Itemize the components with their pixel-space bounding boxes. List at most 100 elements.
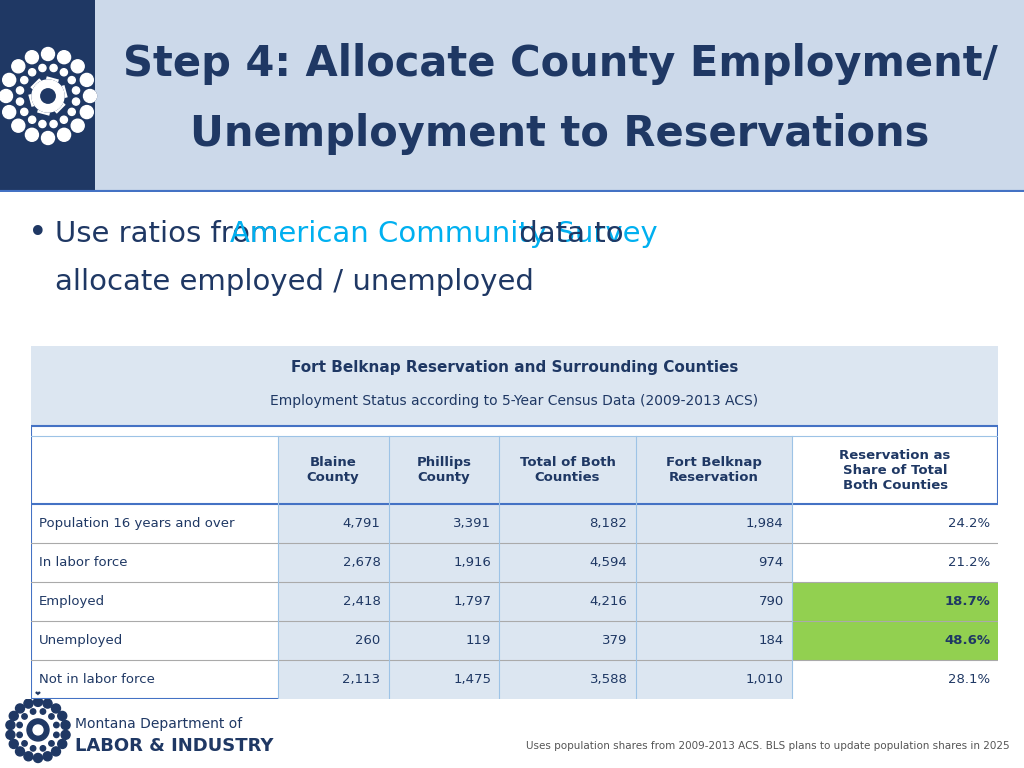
Bar [388,660,500,699]
Text: Blaine
County: Blaine County [307,456,359,484]
Text: Fort Belknap
Reservation: Fort Belknap Reservation [666,456,762,484]
Circle shape [42,131,54,144]
Circle shape [57,51,71,64]
Circle shape [57,711,67,720]
Bar [636,436,792,504]
Text: Employment Status according to 5-Year Census Data (2009-2013 ACS): Employment Status according to 5-Year Ce… [270,394,759,408]
Circle shape [72,60,84,73]
Circle shape [42,131,54,144]
Circle shape [57,740,67,749]
Bar [278,660,388,699]
Circle shape [41,89,55,103]
Circle shape [32,80,63,112]
Bar [388,621,500,660]
Circle shape [75,113,84,121]
Circle shape [31,709,36,714]
Circle shape [20,77,28,84]
Bar [792,582,998,621]
Circle shape [51,747,60,756]
Text: 1,010: 1,010 [745,673,783,686]
Circle shape [43,699,52,708]
Bar [792,660,998,699]
Bar [278,543,388,582]
Circle shape [49,740,54,746]
Text: 2,418: 2,418 [343,595,381,608]
Bar [500,621,636,660]
Bar [278,621,388,660]
Text: 21.2%: 21.2% [948,556,990,569]
Circle shape [40,88,56,104]
Circle shape [12,60,25,73]
Circle shape [80,74,93,87]
Text: 790: 790 [759,595,783,608]
Circle shape [53,722,59,728]
Circle shape [24,752,33,761]
Circle shape [72,119,84,132]
Text: LABOR & INDUSTRY: LABOR & INDUSTRY [75,737,273,755]
Circle shape [50,121,57,127]
Circle shape [69,77,76,84]
Circle shape [12,113,20,121]
Bar [0,0,95,192]
Text: Population 16 years and over: Population 16 years and over [39,517,234,530]
Circle shape [60,68,68,76]
Text: Montana Department of: Montana Department of [75,717,243,731]
Bar [636,621,792,660]
Text: In labor force: In labor force [39,556,127,569]
Circle shape [42,48,54,61]
Text: Step 4: Allocate County Employment/: Step 4: Allocate County Employment/ [123,43,997,85]
Text: Employed: Employed [39,595,104,608]
Text: 119: 119 [466,634,492,647]
Text: 1,916: 1,916 [454,556,492,569]
Bar [500,504,636,543]
Circle shape [16,98,24,105]
Bar [636,543,792,582]
Circle shape [73,87,80,94]
Circle shape [17,722,23,728]
Circle shape [65,61,73,69]
Circle shape [51,704,60,713]
Text: 1,475: 1,475 [454,673,492,686]
Text: 4,216: 4,216 [590,595,628,608]
Text: 18.7%: 18.7% [944,595,990,608]
Circle shape [65,123,73,131]
Circle shape [6,730,15,740]
Circle shape [51,129,59,137]
Text: Not in labor force: Not in labor force [39,673,155,686]
Circle shape [26,128,39,141]
Circle shape [40,709,46,714]
Circle shape [17,732,23,737]
Circle shape [0,90,12,102]
Circle shape [3,105,15,118]
Bar [500,543,636,582]
Bar [636,660,792,699]
Text: 1,984: 1,984 [745,517,783,530]
Circle shape [24,699,33,708]
Text: 28.1%: 28.1% [948,673,990,686]
Text: 2,113: 2,113 [342,673,381,686]
Text: Fort Belknap Reservation and Surrounding Counties: Fort Belknap Reservation and Surrounding… [291,360,738,376]
Circle shape [53,732,59,737]
Circle shape [0,90,12,102]
Text: •: • [29,217,48,250]
Circle shape [34,753,43,763]
Text: 974: 974 [759,556,783,569]
Circle shape [3,74,15,87]
Circle shape [43,752,52,761]
Text: 48.6%: 48.6% [944,634,990,647]
Circle shape [7,99,15,108]
Circle shape [31,746,36,751]
Circle shape [3,74,15,87]
Circle shape [57,128,71,141]
Circle shape [37,55,45,63]
Circle shape [80,105,93,118]
Circle shape [34,697,43,707]
Circle shape [72,119,84,132]
Bar [388,543,500,582]
Circle shape [42,48,54,61]
Circle shape [29,68,36,76]
Bar [388,504,500,543]
Bar [278,582,388,621]
Text: 260: 260 [355,634,381,647]
Circle shape [50,65,57,71]
